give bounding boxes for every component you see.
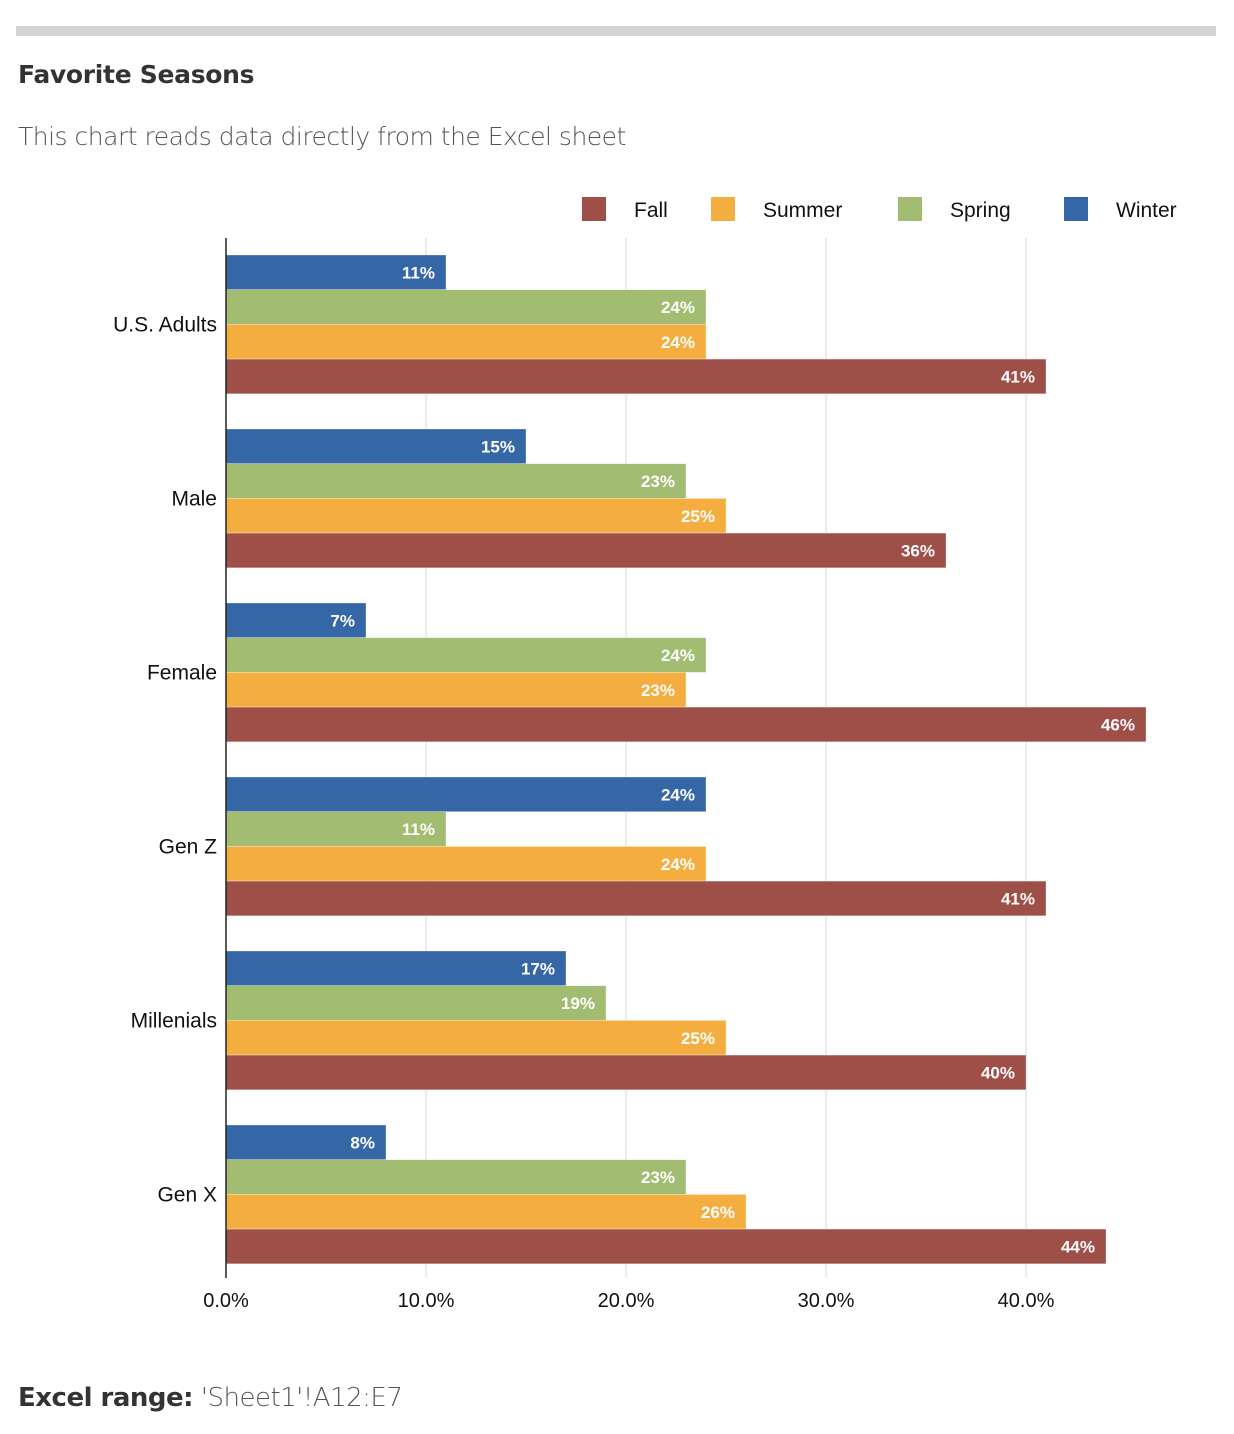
bar-fall [225,358,1047,395]
data-label: 23% [641,472,675,491]
excel-range: Excel range: 'Sheet1'!A12:E7 [18,1383,403,1413]
bars [225,254,1147,1265]
gridlines [425,238,1027,1278]
data-label: 23% [641,681,675,700]
data-label: 25% [681,1029,715,1048]
bar-summer [225,498,727,534]
x-tick-label: 20.0% [598,1290,655,1312]
data-label: 23% [641,1168,675,1187]
data-label: 36% [901,541,935,560]
data-label: 40% [981,1063,1015,1082]
legend-swatch [582,197,606,221]
data-label: 15% [481,437,515,456]
excel-range-label: Excel range: [18,1383,194,1413]
legend: Fall Summer Spring Winter [582,197,1177,222]
data-label: 44% [1061,1237,1095,1256]
value-axis-tick-labels: 0.0% 10.0% 20.0% 30.0% 40.0% [203,1290,1054,1312]
legend-swatch [898,197,922,221]
data-label: 24% [661,646,695,665]
data-label: 7% [330,611,355,630]
category-label: Millenials [131,1009,217,1032]
data-label: 25% [681,507,715,526]
legend-label: Winter [1116,199,1177,222]
category-label: Male [171,487,217,510]
bar-summer [225,846,707,882]
legend-item-spring[interactable]: Spring [898,197,1011,222]
bar-fall [225,1228,1107,1265]
data-labels: 11% 24% 24% 41% 15% 23% 25% 36% 7% 24% 23% 46% 24% 11… [330,263,1135,1256]
data-label: 11% [402,820,435,839]
x-tick-label: 30.0% [798,1290,855,1312]
legend-label: Summer [763,199,842,222]
bar-winter [225,776,707,813]
data-label: 24% [661,298,695,317]
x-tick-label: 10.0% [398,1290,455,1312]
category-axis-labels: U.S. Adults Male Female Gen Z Millenials Gen … [113,313,217,1206]
chart-title: Favorite Seasons [18,60,255,89]
bar-summer [225,324,707,360]
legend-item-summer[interactable]: Summer [711,197,842,222]
category-label: Gen Z [159,835,218,858]
top-divider [16,26,1216,36]
bar-spring [225,1159,687,1195]
bar-spring [225,289,707,325]
data-label: 11% [402,263,435,282]
bar-winter [225,428,527,465]
bar-summer [225,1020,727,1056]
data-label: 24% [661,785,695,804]
legend-item-winter[interactable]: Winter [1064,197,1177,222]
legend-label: Fall [634,199,668,222]
bar-spring [225,637,707,673]
bar-winter [225,950,567,987]
bar-fall [225,1054,1027,1091]
bar-winter [225,602,367,639]
data-label: 24% [661,333,695,352]
bar-chart: 11% 24% 24% 41% 15% 23% 25% 36% 7% 24% 23% 46% 24% 11… [113,197,1177,1312]
bar-fall [225,532,947,569]
bar-summer [225,1194,747,1230]
bar-fall [225,706,1147,743]
legend-swatch [711,197,735,221]
excel-range-value: 'Sheet1'!A12:E7 [200,1383,403,1413]
data-label: 41% [1001,367,1035,386]
bar-spring [225,985,607,1021]
x-tick-label: 0.0% [203,1290,249,1312]
data-label: 19% [561,994,595,1013]
legend-swatch [1064,197,1088,221]
category-label: U.S. Adults [113,313,217,336]
chart-subtitle: This chart reads data directly from the … [18,122,626,151]
category-label: Gen X [157,1183,217,1206]
bar-winter [225,1124,387,1161]
data-label: 46% [1101,715,1135,734]
bar-fall [225,880,1047,917]
bar-spring [225,811,447,847]
data-label: 8% [350,1133,375,1152]
bar-summer [225,672,687,708]
data-label: 26% [701,1203,735,1222]
x-tick-label: 40.0% [998,1290,1055,1312]
category-label: Female [147,661,217,684]
data-label: 24% [661,855,695,874]
legend-item-fall[interactable]: Fall [582,197,668,222]
bar-spring [225,463,687,499]
legend-label: Spring [950,199,1011,222]
data-label: 17% [521,959,555,978]
data-label: 41% [1001,889,1035,908]
